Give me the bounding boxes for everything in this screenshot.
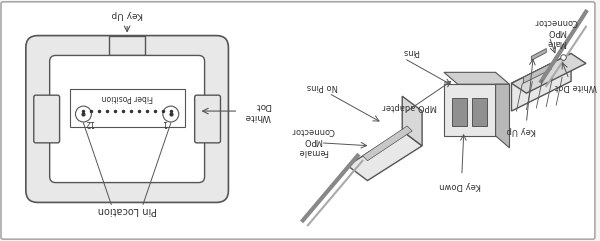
Text: Fiber Position: Fiber Position [101, 93, 153, 102]
Text: 12: 12 [85, 119, 94, 127]
Polygon shape [496, 84, 509, 148]
Text: Key Up: Key Up [506, 127, 536, 135]
Polygon shape [444, 72, 509, 84]
FancyBboxPatch shape [26, 36, 229, 202]
Text: Key Up: Key Up [112, 10, 143, 19]
Text: White
Dot: White Dot [244, 101, 271, 121]
Bar [452, 98, 467, 126]
Text: Pin Location: Pin Location [98, 205, 157, 215]
Polygon shape [523, 63, 551, 83]
Polygon shape [347, 131, 422, 181]
Bar [109, 36, 145, 55]
FancyBboxPatch shape [34, 95, 59, 143]
Text: 1: 1 [163, 119, 167, 127]
Text: Key Down: Key Down [439, 181, 481, 190]
FancyBboxPatch shape [194, 95, 220, 143]
Polygon shape [511, 54, 571, 111]
Text: Female
MPO
Connector: Female MPO Connector [291, 126, 335, 156]
Circle shape [76, 106, 91, 122]
Polygon shape [402, 96, 422, 146]
Bar [70, 89, 185, 127]
Polygon shape [511, 54, 586, 93]
Polygon shape [362, 126, 412, 161]
Text: MPO adapter: MPO adapter [383, 102, 437, 111]
FancyBboxPatch shape [50, 55, 205, 183]
Text: Male
MPO
Connector: Male MPO Connector [535, 17, 578, 47]
Bar [472, 98, 487, 126]
Text: No Pins: No Pins [307, 82, 338, 91]
Circle shape [163, 106, 179, 122]
Polygon shape [444, 84, 496, 136]
Text: Pins: Pins [401, 47, 419, 56]
Polygon shape [532, 48, 546, 60]
FancyBboxPatch shape [1, 2, 595, 239]
Text: White Dot: White Dot [555, 82, 597, 91]
